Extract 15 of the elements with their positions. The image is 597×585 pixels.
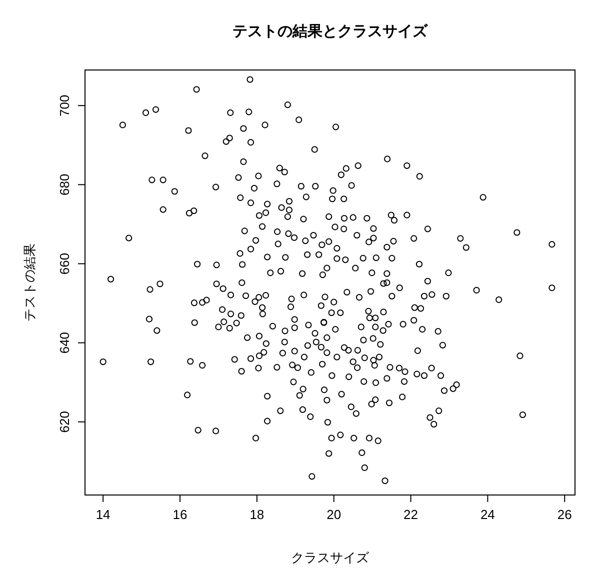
x-axis-title: クラスサイズ bbox=[291, 550, 370, 565]
x-tick-label: 22 bbox=[404, 507, 418, 522]
y-tick-label: 700 bbox=[57, 94, 72, 116]
x-tick-label: 14 bbox=[96, 507, 110, 522]
chart-title: テストの結果とクラスサイズ bbox=[232, 23, 428, 40]
x-tick-label: 18 bbox=[250, 507, 264, 522]
x-tick-label: 24 bbox=[480, 507, 495, 522]
x-tick-label: 20 bbox=[326, 507, 342, 522]
y-tick-label: 640 bbox=[57, 332, 72, 354]
x-tick-label: 26 bbox=[557, 507, 572, 522]
y-axis-title: テストの結果 bbox=[22, 244, 37, 322]
y-tick-label: 660 bbox=[57, 252, 72, 275]
x-tick-label: 16 bbox=[172, 507, 188, 522]
y-tick-label: 680 bbox=[57, 174, 72, 196]
y-tick-label: 620 bbox=[57, 411, 72, 433]
